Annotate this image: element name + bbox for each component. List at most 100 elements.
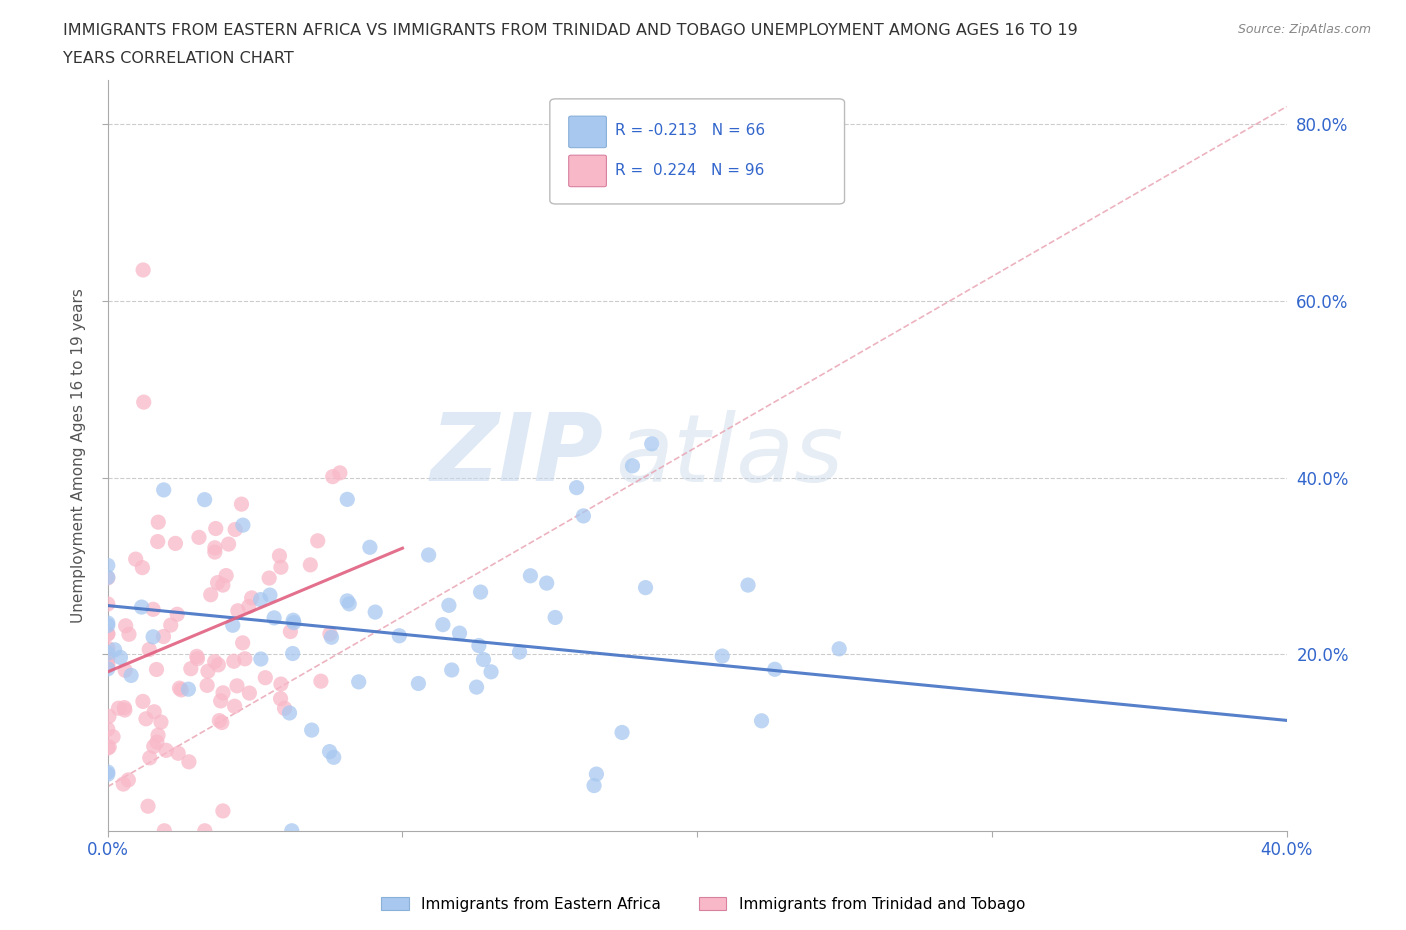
Point <box>97 570 120 585</box>
Point <box>232 518 254 533</box>
Point <box>97 596 120 611</box>
Point <box>131 600 153 615</box>
Point <box>250 652 273 667</box>
Point <box>737 578 759 592</box>
Point <box>437 598 460 613</box>
Point <box>125 551 148 566</box>
Point <box>621 458 644 473</box>
Point <box>132 262 155 277</box>
Point <box>211 715 233 730</box>
Point <box>114 702 136 717</box>
Point <box>152 483 174 498</box>
Point <box>322 470 344 485</box>
Point <box>440 662 463 677</box>
Point <box>97 740 120 755</box>
Point <box>114 618 136 633</box>
Point <box>188 530 211 545</box>
Point <box>231 497 253 512</box>
Point <box>194 823 217 838</box>
Point <box>136 799 159 814</box>
Point <box>449 626 471 641</box>
Point <box>98 739 121 754</box>
Point <box>204 654 226 669</box>
Point <box>509 644 531 659</box>
Point <box>280 624 302 639</box>
Point <box>112 777 135 791</box>
Point <box>97 658 120 673</box>
Point <box>432 618 454 632</box>
Text: R = -0.213   N = 66: R = -0.213 N = 66 <box>614 123 765 138</box>
Point <box>269 549 291 564</box>
Point <box>107 701 129 716</box>
Point <box>249 592 271 607</box>
Point <box>322 750 344 764</box>
Point <box>281 646 304 661</box>
Point <box>97 661 120 676</box>
Point <box>565 480 588 495</box>
Point <box>117 773 139 788</box>
Point <box>207 658 229 672</box>
Point <box>146 735 169 750</box>
FancyBboxPatch shape <box>568 155 606 187</box>
Point <box>167 746 190 761</box>
Point <box>222 618 245 632</box>
Point <box>209 694 232 709</box>
Point <box>180 661 202 676</box>
Point <box>197 664 219 679</box>
Point <box>309 673 332 688</box>
Point <box>97 657 120 671</box>
Point <box>470 585 492 600</box>
Point <box>97 627 120 642</box>
Point <box>270 677 292 692</box>
Point <box>408 676 430 691</box>
Point <box>177 754 200 769</box>
Point <box>97 570 120 585</box>
Point <box>359 539 381 554</box>
Point <box>479 664 502 679</box>
Point <box>226 678 249 693</box>
Point <box>131 560 153 575</box>
Point <box>329 465 352 480</box>
Point <box>224 698 246 713</box>
Point <box>97 558 120 573</box>
Point <box>212 804 235 818</box>
Point <box>212 685 235 700</box>
Point <box>318 744 340 759</box>
Point <box>388 629 411 644</box>
Point <box>97 616 120 631</box>
Point <box>257 571 280 586</box>
Point <box>238 685 260 700</box>
Point <box>283 615 305 630</box>
Point <box>610 725 633 740</box>
Point <box>544 610 567 625</box>
Point <box>114 663 136 678</box>
Legend: Immigrants from Eastern Africa, Immigrants from Trinidad and Tobago: Immigrants from Eastern Africa, Immigran… <box>375 890 1031 918</box>
Point <box>751 713 773 728</box>
Point <box>299 557 322 572</box>
Point <box>142 739 165 754</box>
Point <box>270 691 292 706</box>
Point <box>97 722 120 737</box>
Point <box>263 610 285 625</box>
Point <box>233 651 256 666</box>
Point <box>240 591 263 605</box>
Point <box>97 618 120 632</box>
Point <box>583 778 606 793</box>
Point <box>212 578 235 592</box>
Point <box>120 668 142 683</box>
Point <box>634 580 657 595</box>
Point <box>97 709 120 724</box>
Point <box>146 728 169 743</box>
Point <box>641 436 664 451</box>
Point <box>101 729 124 744</box>
Point <box>207 575 229 590</box>
Point <box>135 711 157 726</box>
Y-axis label: Unemployment Among Ages 16 to 19 years: Unemployment Among Ages 16 to 19 years <box>72 288 86 623</box>
Point <box>204 521 226 536</box>
Point <box>143 704 166 719</box>
Point <box>186 649 208 664</box>
Point <box>215 568 238 583</box>
Point <box>97 764 120 779</box>
Point <box>536 576 558 591</box>
Point <box>307 534 329 549</box>
